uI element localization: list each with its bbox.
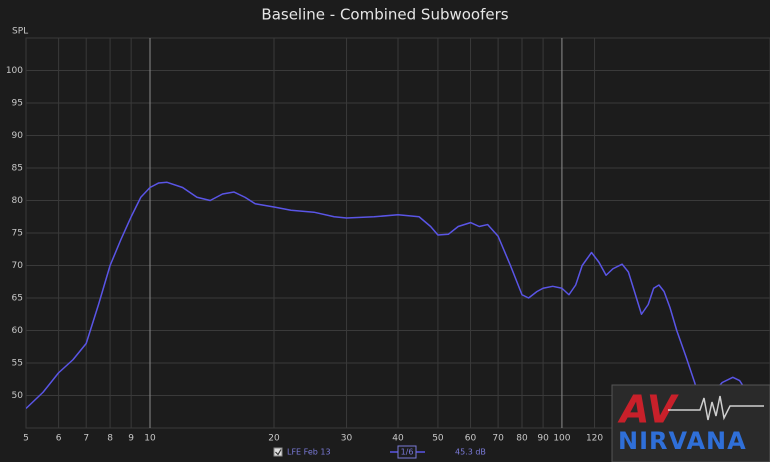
y-tick-label: 90 (12, 131, 24, 141)
level-label: 45.3 dB (455, 448, 486, 457)
y-tick-label: 85 (12, 164, 23, 174)
y-tick-label: 50 (12, 391, 24, 401)
x-tick-label: 8 (107, 434, 113, 444)
smoothing-box[interactable] (397, 445, 417, 459)
y-tick-label: 55 (12, 359, 23, 369)
legend-entry[interactable]: LFE Feb 13 (287, 448, 331, 457)
x-tick-label: 30 (341, 434, 353, 444)
logo-box (611, 384, 770, 462)
y-tick-label: 65 (12, 294, 23, 304)
legend-check (275, 449, 282, 456)
series-line (26, 181, 768, 428)
legend: LFE Feb 13 1/6 45.3 dB (273, 445, 486, 459)
legend-checkbox[interactable] (273, 447, 283, 457)
x-tick-label: 9 (128, 434, 134, 444)
y-tick-label: 75 (12, 229, 23, 239)
x-tick-label: 60 (465, 434, 477, 444)
x-tick-label: 7 (83, 434, 89, 444)
y-tick-label: 80 (12, 196, 24, 206)
logo-wave (668, 395, 764, 421)
y-tick-label: 95 (12, 99, 23, 109)
x-tick-label: 120 (586, 434, 603, 444)
y-tick-label: 100 (6, 66, 23, 76)
y-tick-label: 70 (12, 261, 24, 271)
x-tick-label: 70 (492, 434, 504, 444)
smoothing-label: 1/6 (401, 448, 414, 457)
x-tick-label: 6 (56, 434, 62, 444)
y-tick-label: 60 (12, 326, 24, 336)
y-axis-label: SPL (12, 27, 28, 37)
x-tick-label: 90 (537, 434, 549, 444)
plot (26, 181, 768, 428)
x-tick-label: 5 (23, 434, 29, 444)
logo-name: NIRVANA (618, 427, 747, 455)
x-tick-label: 100 (553, 434, 570, 444)
x-tick-label: 10 (144, 434, 156, 444)
x-tick-label: 20 (268, 434, 280, 444)
x-tick-label: 40 (392, 434, 404, 444)
chart-title: Baseline - Combined Subwoofers (261, 6, 508, 24)
x-tick-label: 80 (516, 434, 528, 444)
logo: AV NIRVANA (611, 384, 770, 462)
x-tick-label: 50 (432, 434, 444, 444)
